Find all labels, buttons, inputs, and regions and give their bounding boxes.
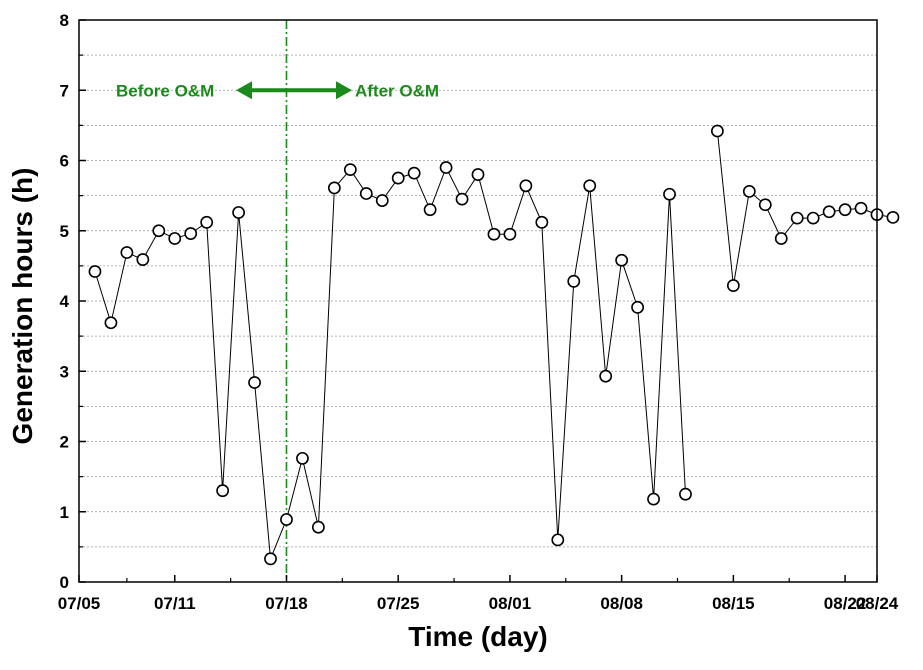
data-point — [679, 487, 692, 501]
x-axis-title: Time (day) — [408, 621, 548, 652]
data-point — [854, 201, 868, 215]
x-axis-ticks: 07/05 07/11 07/18 07/25 08/01 08/08 08/15 08/22… — [58, 575, 899, 613]
x-tick-label: 07/25 — [377, 594, 420, 613]
data-point — [407, 166, 421, 180]
data-point — [455, 192, 469, 206]
data-point — [152, 224, 166, 238]
x-tick-label: 08/15 — [712, 594, 755, 613]
data-point — [296, 451, 309, 465]
y-tick-label: 5 — [60, 222, 69, 241]
data-point — [774, 232, 788, 245]
data-point — [838, 203, 852, 217]
data-point — [168, 232, 182, 245]
arrow-head-left — [236, 81, 252, 100]
y-tick-label: 2 — [60, 433, 69, 452]
data-point — [599, 369, 613, 383]
data-point — [248, 376, 261, 389]
data-point — [375, 194, 389, 207]
data-point — [886, 211, 900, 224]
data-point — [120, 246, 134, 259]
data-point — [200, 215, 214, 229]
x-tick-label: 08/08 — [600, 594, 643, 613]
data-point — [822, 205, 836, 219]
y-axis-ticks: 0 1 2 3 4 5 6 7 8 — [60, 11, 86, 592]
y-tick-label: 8 — [60, 11, 69, 30]
data-point — [343, 163, 357, 177]
arrow-head-right — [336, 81, 352, 100]
y-tick-label: 6 — [60, 152, 69, 171]
data-point — [615, 253, 629, 267]
x-tick-label: 08/24 — [856, 594, 899, 613]
data-point — [264, 552, 277, 566]
data-point — [104, 316, 118, 330]
data-point — [391, 171, 405, 185]
data-point — [631, 300, 644, 314]
data-point — [184, 227, 198, 240]
data-point — [232, 206, 245, 219]
om-annotations: Before O&M After O&M — [116, 20, 439, 582]
data-point — [742, 185, 756, 198]
plot-frame — [78, 19, 878, 583]
data-point — [647, 492, 660, 506]
data-point — [88, 265, 102, 278]
data-point — [663, 187, 676, 201]
data-point — [503, 227, 517, 241]
grid-lines — [79, 54, 877, 548]
y-axis-title: Generation hours (h) — [7, 168, 38, 445]
data-point — [711, 124, 724, 138]
y-tick-label: 1 — [60, 503, 69, 522]
data-point — [216, 484, 230, 498]
data-point — [136, 253, 150, 266]
data-point — [567, 274, 581, 288]
data-point — [423, 203, 437, 217]
data-point — [327, 181, 341, 195]
series-line-segment — [94, 166, 686, 559]
data-point — [311, 520, 325, 534]
data-point — [487, 227, 501, 241]
before-om-label: Before O&M — [116, 81, 214, 100]
data-point — [519, 179, 533, 193]
data-point — [439, 161, 453, 174]
data-point — [359, 187, 373, 200]
y-tick-label: 4 — [60, 292, 70, 311]
y-tick-label: 3 — [60, 362, 69, 381]
data-point — [471, 168, 485, 181]
y-tick-label: 7 — [60, 81, 69, 100]
data-point — [535, 215, 549, 229]
generation-hours-series — [88, 124, 900, 566]
x-tick-label: 07/05 — [58, 594, 101, 613]
data-point — [551, 533, 565, 547]
x-tick-label: 08/01 — [489, 594, 532, 613]
x-tick-label: 07/18 — [265, 594, 308, 613]
data-point — [790, 211, 804, 225]
data-point — [280, 513, 293, 526]
data-point — [758, 198, 772, 212]
data-point — [806, 211, 820, 225]
after-om-label: After O&M — [355, 81, 439, 100]
before-after-arrow — [236, 81, 352, 100]
data-point — [583, 179, 597, 193]
data-point — [726, 279, 740, 292]
y-tick-label: 0 — [60, 573, 69, 592]
x-tick-label: 08/22 — [824, 594, 867, 613]
x-tick-label: 07/11 — [154, 594, 196, 613]
